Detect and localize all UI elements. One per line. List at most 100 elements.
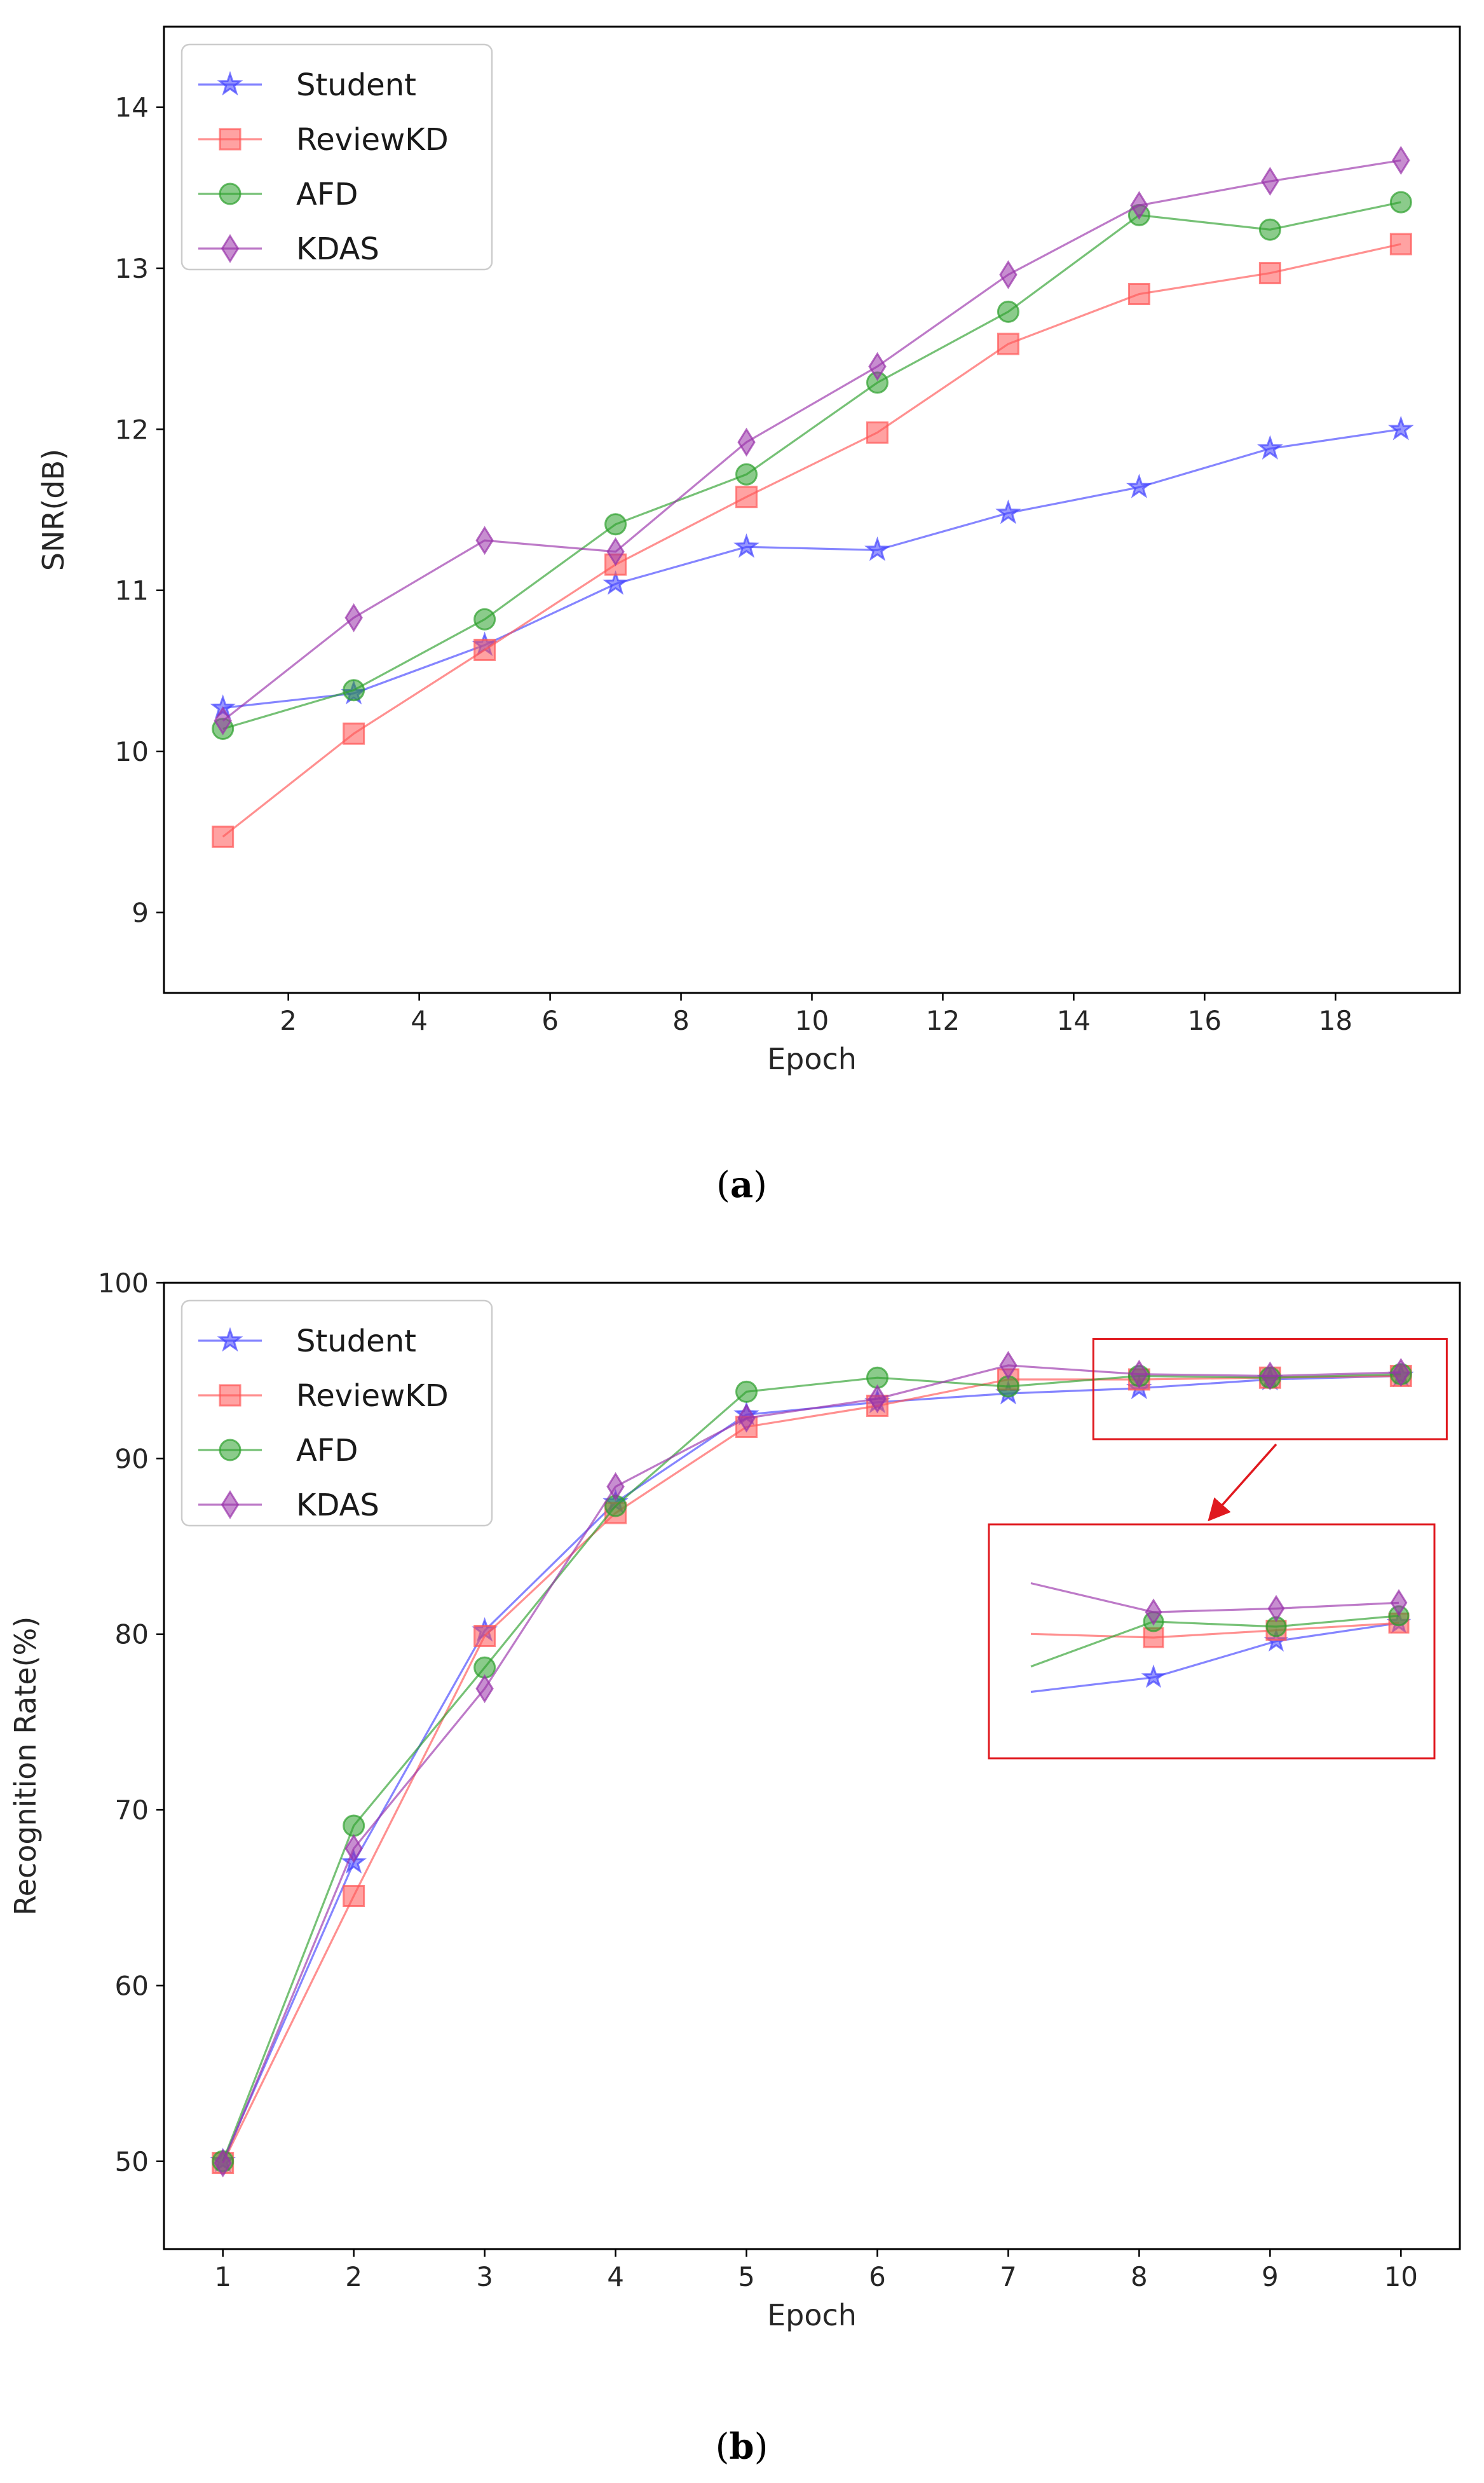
plot-frame bbox=[163, 1282, 1461, 2250]
x-tick-label: 9 bbox=[1262, 2261, 1279, 2292]
x-tick-label: 7 bbox=[1000, 2261, 1017, 2292]
x-tick-label: 10 bbox=[795, 1005, 829, 1036]
legend-entry-afd: AFD bbox=[198, 177, 358, 212]
point-kdas bbox=[1261, 1361, 1279, 1391]
legend-marker-reviewkd bbox=[219, 128, 242, 151]
caption-b-close: ) bbox=[754, 2426, 768, 2468]
x-tick-label: 2 bbox=[280, 1005, 297, 1036]
inset-line-reviewkd bbox=[1030, 1622, 1399, 1639]
point-kdas bbox=[214, 706, 232, 735]
y-tick-label: 12 bbox=[115, 414, 149, 445]
point-reviewkd bbox=[473, 1624, 496, 1647]
point-reviewkd bbox=[1389, 233, 1412, 256]
x-tick-label: 5 bbox=[738, 2261, 755, 2292]
point-afd bbox=[1389, 191, 1412, 214]
legend-marker-reviewkd bbox=[219, 1384, 242, 1407]
legend-box bbox=[180, 43, 493, 271]
legend-box bbox=[180, 1299, 493, 1527]
legend-label: Student bbox=[296, 1324, 416, 1359]
legend-marker-student bbox=[217, 1327, 243, 1352]
chart-a: 2 4 6 8 10 12 14 16 18 9 10 11 12 13 14 Epoch SNR(dB) Stu… bbox=[36, 25, 1461, 1076]
point-student bbox=[1126, 474, 1152, 498]
series-kdas bbox=[214, 146, 1410, 735]
series-reviewkd bbox=[212, 233, 1412, 848]
legend-marker-kdas bbox=[221, 234, 240, 263]
series-line-kdas bbox=[222, 1364, 1401, 2164]
point-afd bbox=[997, 300, 1019, 323]
series-line-reviewkd bbox=[222, 243, 1401, 838]
point-kdas bbox=[344, 603, 363, 633]
point-reviewkd bbox=[1127, 283, 1150, 306]
inset-point-student bbox=[1141, 1664, 1166, 1688]
series-line-reviewkd bbox=[222, 1374, 1401, 2164]
legend-label: AFD bbox=[296, 177, 358, 212]
legend-marker-afd bbox=[219, 182, 242, 205]
x-tick-label: 8 bbox=[672, 1005, 690, 1036]
legend-entry-afd: AFD bbox=[198, 1433, 358, 1468]
point-afd bbox=[1258, 218, 1281, 241]
point-kdas bbox=[737, 427, 756, 457]
y-tick-label: 14 bbox=[115, 92, 149, 123]
legend-label: AFD bbox=[296, 1433, 358, 1468]
caption-a-close: ) bbox=[753, 1165, 767, 1206]
x-tick-label: 18 bbox=[1319, 1005, 1352, 1036]
legend: Student ReviewKD AFD KDAS bbox=[180, 43, 493, 271]
caption-a-letter: a bbox=[730, 1164, 753, 1206]
series-line-student bbox=[222, 428, 1401, 709]
x-tick-label: 4 bbox=[607, 2261, 624, 2292]
legend-label: KDAS bbox=[296, 1488, 379, 1523]
caption-a-open: ( bbox=[716, 1165, 730, 1206]
y-tick-label: 13 bbox=[115, 253, 149, 284]
caption-b: (b) bbox=[716, 2426, 768, 2468]
point-reviewkd bbox=[866, 421, 888, 444]
x-tick-label: 4 bbox=[411, 1005, 428, 1036]
inset bbox=[988, 1523, 1436, 1760]
point-reviewkd bbox=[343, 1885, 365, 1908]
y-axis-label: SNR(dB) bbox=[36, 449, 71, 571]
legend-entry-reviewkd: ReviewKD bbox=[198, 1378, 449, 1414]
y-tick-label: 80 bbox=[115, 1619, 149, 1650]
point-kdas bbox=[214, 2148, 232, 2178]
legend-marker-student bbox=[217, 71, 243, 96]
chart-b: 1 2 3 4 5 6 7 8 9 10 50 60 70 80 90 100 Epoch Recognition… bbox=[8, 1268, 1461, 2332]
y-tick-label: 11 bbox=[115, 575, 149, 606]
point-reviewkd bbox=[343, 722, 365, 745]
x-tick-label: 2 bbox=[345, 2261, 362, 2292]
legend-label: ReviewKD bbox=[296, 122, 449, 158]
y-tick-label: 10 bbox=[115, 736, 149, 767]
point-kdas bbox=[1130, 191, 1148, 221]
zoom-region bbox=[1092, 1337, 1448, 1522]
inset-point-kdas bbox=[1390, 1589, 1408, 1617]
y-tick-label: 9 bbox=[132, 897, 149, 928]
x-axis-label: Epoch bbox=[767, 1042, 857, 1076]
zoom-arrow bbox=[1208, 1443, 1277, 1522]
x-tick-label: 10 bbox=[1384, 2261, 1418, 2292]
x-tick-label: 16 bbox=[1188, 1005, 1222, 1036]
inset-point-kdas bbox=[1145, 1598, 1162, 1626]
series-line-afd bbox=[222, 1373, 1401, 2162]
x-tick-label: 8 bbox=[1131, 2261, 1148, 2292]
point-reviewkd bbox=[473, 638, 496, 661]
point-afd bbox=[604, 513, 627, 536]
legend-entry-student: Student bbox=[198, 1324, 416, 1359]
legend-entry-kdas: KDAS bbox=[198, 231, 379, 267]
point-kdas bbox=[606, 537, 625, 566]
legend-entry-student: Student bbox=[198, 67, 416, 103]
point-kdas bbox=[999, 260, 1018, 289]
point-kdas bbox=[737, 1403, 756, 1433]
point-student bbox=[1387, 415, 1414, 441]
y-tick-label: 70 bbox=[115, 1795, 149, 1826]
series-afd bbox=[212, 191, 1412, 741]
point-reviewkd bbox=[212, 825, 235, 848]
point-kdas bbox=[344, 1834, 363, 1863]
point-reviewkd bbox=[735, 486, 758, 509]
point-kdas bbox=[1392, 1358, 1410, 1387]
point-kdas bbox=[475, 1674, 494, 1704]
plot-frame bbox=[163, 25, 1461, 994]
x-tick-label: 12 bbox=[926, 1005, 960, 1036]
legend-label: KDAS bbox=[296, 231, 379, 267]
point-afd bbox=[735, 1380, 758, 1403]
legend-label: Student bbox=[296, 67, 416, 103]
zoom-box bbox=[1092, 1337, 1448, 1440]
